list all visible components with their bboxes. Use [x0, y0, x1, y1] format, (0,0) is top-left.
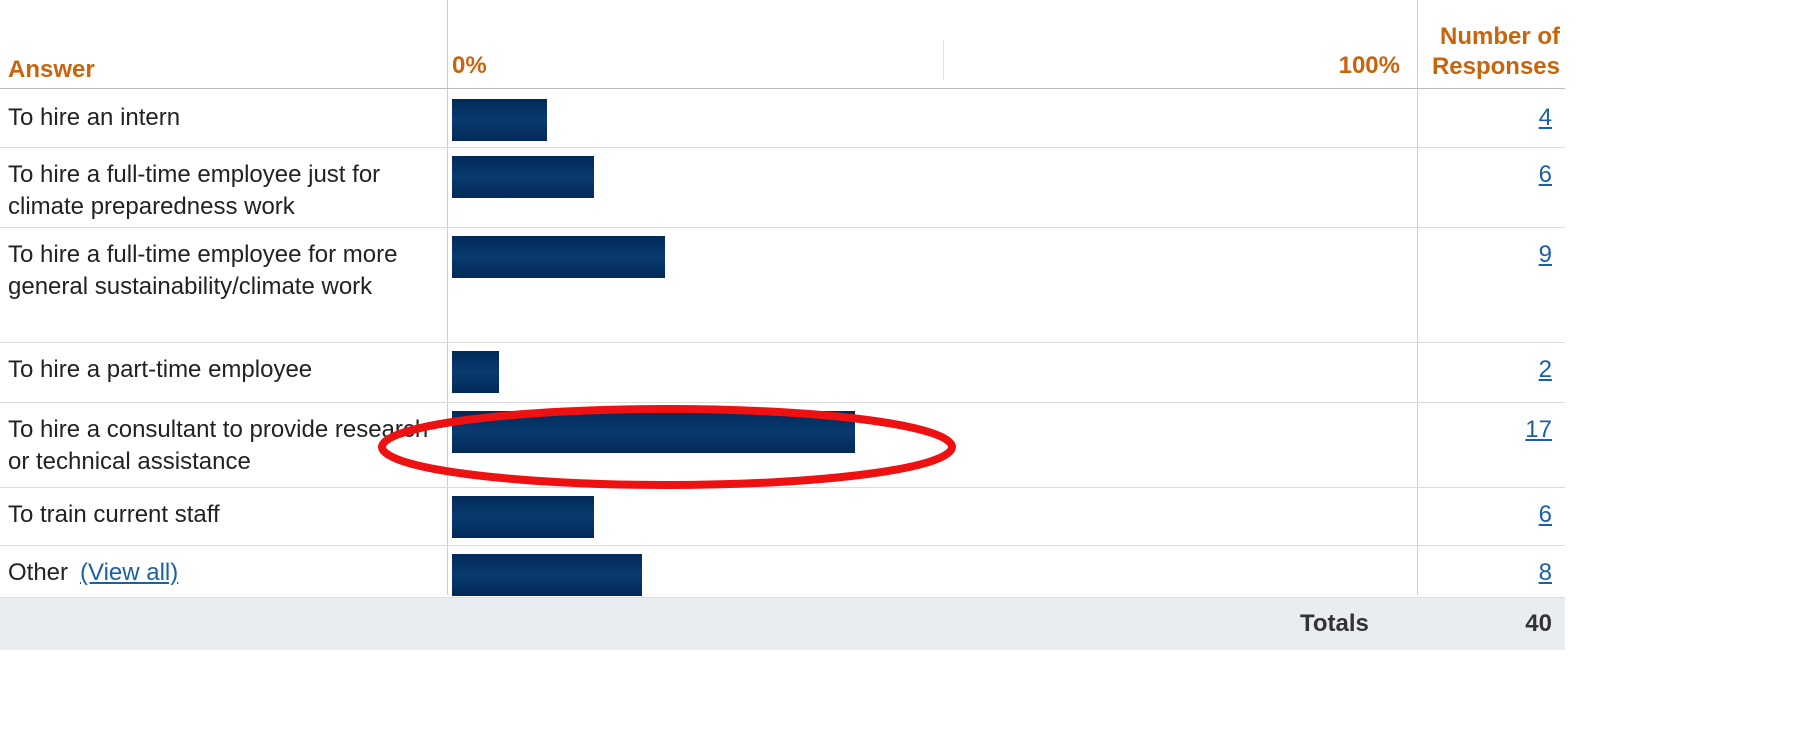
answer-label: To hire a full-time employee just for cl…	[8, 161, 381, 220]
x-tick-label: 100%	[1338, 52, 1400, 79]
totals-row	[0, 597, 1565, 650]
row-line	[0, 402, 1565, 403]
answer-label: To hire a part-time employee	[8, 356, 313, 383]
response-count[interactable]: 17	[1525, 416, 1552, 443]
totals-label: Totals	[1300, 610, 1369, 637]
response-count[interactable]: 6	[1538, 501, 1552, 528]
x-tick-label: 0%	[452, 52, 487, 79]
row-line	[0, 597, 1565, 598]
column-divider	[1417, 0, 1418, 595]
response-count[interactable]: 6	[1538, 161, 1552, 188]
view-all-link[interactable]: (View all)	[80, 559, 179, 586]
mid-divider	[943, 40, 944, 80]
answer-label: To hire an intern	[8, 104, 181, 131]
responses-header: Number of Responses	[1431, 23, 1560, 80]
row-line	[0, 227, 1565, 228]
bar	[452, 496, 595, 538]
bar	[452, 156, 595, 198]
bar	[452, 351, 500, 393]
row-line	[0, 545, 1565, 546]
response-count[interactable]: 9	[1538, 241, 1552, 268]
answer-header: Answer	[8, 56, 95, 83]
answer-label: To hire a consultant to provide research…	[8, 416, 429, 475]
bar	[452, 236, 666, 278]
bar	[452, 411, 855, 453]
header-line	[0, 88, 1565, 89]
row-line	[0, 342, 1565, 343]
response-count[interactable]: 8	[1538, 559, 1552, 586]
answer-label: To hire a full-time employee for more ge…	[8, 241, 398, 300]
column-divider	[447, 0, 448, 595]
bar	[452, 554, 642, 596]
answer-label: To train current staff	[8, 501, 220, 528]
row-line	[0, 147, 1565, 148]
bar	[452, 99, 547, 141]
response-count[interactable]: 2	[1538, 356, 1552, 383]
totals-value: 40	[1525, 610, 1552, 637]
response-count[interactable]: 4	[1538, 104, 1552, 131]
row-line	[0, 487, 1565, 488]
answer-label: Other	[8, 559, 69, 586]
